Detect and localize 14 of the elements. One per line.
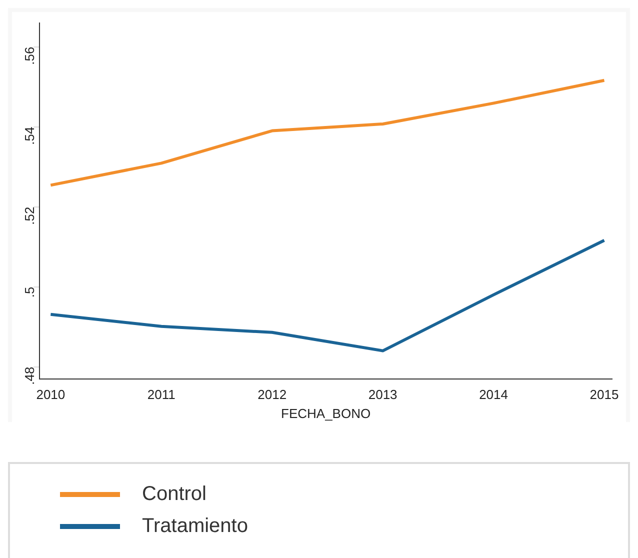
y-tick-label: .52: [22, 206, 38, 225]
x-tick-label: 2011: [147, 387, 176, 402]
x-tick-label: 2010: [36, 387, 66, 402]
y-tick-label: .56: [22, 46, 38, 65]
x-tick-label: 2012: [258, 387, 287, 402]
x-tick-label: 2015: [590, 387, 619, 402]
y-tick-label: .48: [22, 366, 38, 385]
legend-label: Tratamiento: [142, 514, 248, 538]
x-tick-label: 2014: [479, 387, 508, 402]
y-tick-label: .54: [22, 126, 38, 145]
x-axis-title: FECHA_BONO: [281, 406, 371, 421]
x-tick-label: 2013: [368, 387, 398, 402]
y-tick-label: .5: [22, 286, 38, 298]
legend-label: Control: [142, 482, 206, 506]
